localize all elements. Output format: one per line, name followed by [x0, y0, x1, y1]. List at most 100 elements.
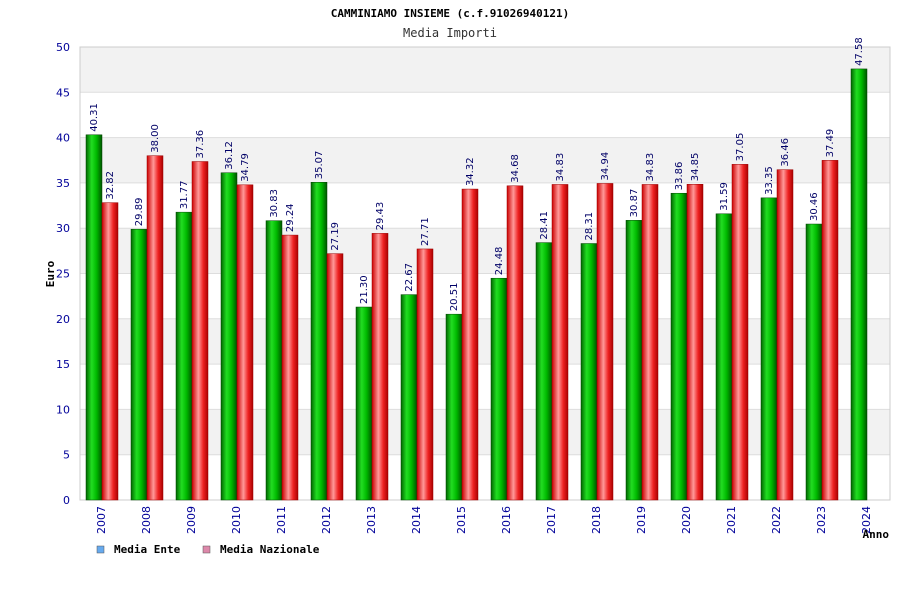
- bar-media-ente: [445, 313, 463, 501]
- value-label: 22.67: [404, 263, 415, 292]
- value-label: 31.59: [719, 182, 730, 211]
- bar-media-ente: [85, 134, 103, 501]
- value-label: 34.79: [240, 153, 251, 182]
- y-tick-label: 45: [56, 86, 70, 99]
- bar-media-ente: [760, 197, 778, 501]
- value-label: 33.86: [674, 162, 685, 191]
- x-tick-label: 2009: [185, 506, 198, 534]
- x-tick-label: 2016: [500, 506, 513, 534]
- legend: Media Ente Media Nazionale: [96, 543, 320, 556]
- x-tick-label: 2014: [410, 506, 423, 534]
- bar-media-nazionale: [461, 188, 479, 501]
- value-label: 34.83: [555, 153, 566, 182]
- legend-label-media-nazionale: Media Nazionale: [220, 543, 320, 556]
- x-tick-label: 2023: [815, 506, 828, 534]
- plot-band: [80, 409, 890, 455]
- value-label: 34.68: [510, 154, 521, 183]
- bar-media-nazionale: [371, 233, 389, 501]
- chart-title: CAMMINIAMO INSIEME (c.f.91026940121): [331, 7, 569, 20]
- bar-media-nazionale: [326, 253, 344, 501]
- bar-media-ente: [355, 306, 373, 501]
- value-label: 38.00: [150, 124, 161, 153]
- x-tick-label: 2020: [680, 506, 693, 534]
- bar-media-nazionale: [281, 234, 299, 501]
- x-tick-label: 2018: [590, 506, 603, 534]
- bar-media-ente: [805, 223, 823, 501]
- legend-swatch-media-ente: [96, 545, 105, 554]
- y-tick-label: 25: [56, 268, 70, 281]
- y-axis-ticks: 0 5 10 15 20 25 30 35 40 45 50: [56, 41, 70, 507]
- bar-media-ente: [220, 172, 238, 501]
- x-tick-label: 2021: [725, 506, 738, 534]
- value-label: 34.83: [645, 153, 656, 182]
- bar-media-nazionale: [506, 185, 524, 501]
- value-label: 28.41: [539, 211, 550, 240]
- value-label: 34.85: [690, 153, 701, 182]
- bar-media-ente: [130, 228, 148, 501]
- value-label: 32.82: [105, 171, 116, 200]
- y-tick-label: 0: [63, 494, 70, 507]
- bar-media-nazionale: [551, 184, 569, 501]
- value-label: 27.71: [420, 217, 431, 246]
- value-label: 28.31: [584, 212, 595, 241]
- bar-media-ente: [175, 211, 193, 501]
- bar-media-ente: [715, 213, 733, 501]
- bar-media-nazionale: [686, 184, 704, 501]
- y-tick-label: 10: [56, 403, 70, 416]
- value-label: 20.51: [449, 283, 460, 312]
- bar-media-ente: [850, 68, 868, 501]
- bar-media-ente: [310, 182, 328, 501]
- y-tick-label: 15: [56, 358, 70, 371]
- value-label: 29.43: [375, 202, 386, 231]
- x-tick-label: 2024: [860, 506, 873, 534]
- value-label: 34.32: [465, 157, 476, 186]
- value-label: 34.94: [600, 152, 611, 181]
- value-labels-group: 40.31 32.82 29.89 38.00 31.77 37.36 36.12 34.79…: [89, 37, 865, 311]
- plot-band: [80, 182, 890, 229]
- value-label: 37.36: [195, 130, 206, 159]
- value-label: 24.48: [494, 247, 505, 276]
- value-label: 31.77: [179, 181, 190, 210]
- bar-media-ente: [400, 294, 418, 501]
- plot-frame: [79, 46, 891, 501]
- value-label: 30.83: [269, 189, 280, 218]
- plot-band: [80, 137, 890, 183]
- x-tick-label: 2011: [275, 506, 288, 534]
- y-tick-label: 40: [56, 132, 70, 145]
- bar-media-nazionale: [101, 202, 119, 501]
- plot-band: [80, 273, 890, 319]
- x-tick-label: 2022: [770, 506, 783, 534]
- x-tick-label: 2013: [365, 506, 378, 534]
- value-label: 33.35: [764, 166, 775, 195]
- plot-background: [79, 46, 891, 501]
- value-label: 36.46: [780, 138, 791, 167]
- bar-media-nazionale: [776, 169, 794, 501]
- value-label: 21.30: [359, 275, 370, 304]
- value-label: 47.58: [854, 37, 865, 66]
- y-tick-label: 20: [56, 313, 70, 326]
- bar-media-nazionale: [641, 184, 659, 501]
- value-label: 29.24: [285, 203, 296, 232]
- plot-band: [80, 228, 890, 274]
- value-label: 37.05: [735, 133, 746, 162]
- value-label: 36.12: [224, 141, 235, 170]
- plot-band: [80, 318, 890, 365]
- bar-media-nazionale: [146, 155, 164, 501]
- x-tick-label: 2008: [140, 506, 153, 534]
- plot-band: [80, 92, 890, 138]
- value-label: 40.31: [89, 103, 100, 132]
- x-tick-label: 2017: [545, 506, 558, 534]
- x-tick-label: 2010: [230, 506, 243, 534]
- bar-media-nazionale: [236, 184, 254, 501]
- plot-band: [80, 454, 890, 500]
- value-label: 35.07: [314, 151, 325, 180]
- y-tick-label: 30: [56, 222, 70, 235]
- y-tick-label: 5: [63, 449, 70, 462]
- bar-media-nazionale: [821, 160, 839, 501]
- bar-media-nazionale: [596, 183, 614, 501]
- x-tick-label: 2007: [95, 506, 108, 534]
- value-label: 30.46: [809, 192, 820, 221]
- bar-media-nazionale: [191, 161, 209, 501]
- y-tick-label: 50: [56, 41, 70, 54]
